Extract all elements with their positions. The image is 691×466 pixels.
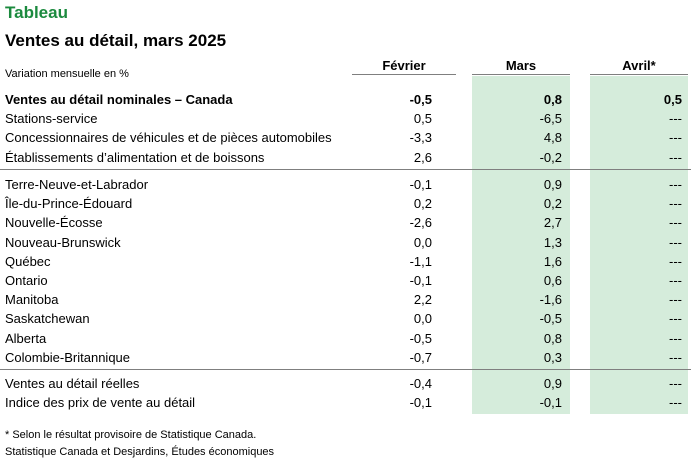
footnote: * Selon le résultat provisoire de Statis…: [5, 429, 257, 441]
row-label: Indice des prix de vente au détail: [5, 395, 196, 411]
row-label: Saskatchewan: [5, 311, 90, 327]
cell-avr: ---: [669, 292, 682, 308]
cell-fev: -0,4: [409, 376, 432, 391]
cell-avr: ---: [669, 196, 682, 212]
cell-mar: 1,6: [543, 253, 562, 269]
cell-mar: 0,9: [543, 177, 562, 192]
cell-avr: ---: [669, 215, 682, 231]
column-shade-mars: [472, 76, 570, 414]
row-label: Alberta: [5, 330, 47, 346]
cell-avr: ---: [669, 395, 682, 411]
cell-mar: 0,9: [543, 376, 562, 391]
cell-fev: -2,6: [409, 215, 432, 231]
cell-mar: -6,5: [539, 111, 562, 127]
source: Statistique Canada et Desjardins, Études…: [5, 446, 275, 458]
cell-avr: ---: [669, 234, 682, 250]
row-label: Manitoba: [5, 292, 59, 308]
table-row: Terre-Neuve-et-Labrador -0,1 0,9 ---: [0, 176, 691, 195]
header-underline-avril: [590, 74, 688, 75]
cell-fev: -0,1: [409, 395, 432, 411]
row-label: Colombie-Britannique: [5, 349, 131, 365]
cell-fev: 0,0: [413, 234, 432, 250]
table-row: Ontario -0,1 0,6 ---: [0, 272, 691, 291]
page-title: Ventes au détail, mars 2025: [5, 31, 227, 50]
table-row: Québec -1,1 1,6 ---: [0, 253, 691, 272]
table-row: Manitoba 2,2 -1,6 ---: [0, 291, 691, 310]
cell-mar: 0,2: [543, 196, 562, 212]
row-label: Concessionnaires de véhicules et de pièc…: [5, 130, 332, 146]
table-row: Établissements d’alimentation et de bois…: [0, 149, 691, 168]
cell-fev: -0,1: [409, 177, 432, 192]
table-row: Stations-service 0,5 -6,5 ---: [0, 110, 691, 129]
row-label: Stations-service: [5, 111, 98, 127]
cell-fev: -0,5: [409, 92, 432, 107]
table-subheader: Variation mensuelle en %: [5, 68, 129, 80]
table-row: Concessionnaires de véhicules et de pièc…: [0, 129, 691, 148]
header-underline-fevrier: [352, 74, 456, 75]
cell-fev: 0,0: [413, 311, 432, 327]
cell-fev: 2,6: [413, 149, 432, 165]
cell-avr: ---: [669, 177, 682, 192]
cell-mar: 0,6: [543, 273, 562, 288]
cell-avr: 0,5: [663, 92, 682, 107]
table-row: Nouvelle-Écosse -2,6 2,7 ---: [0, 214, 691, 233]
column-header-fevrier: Février: [382, 58, 426, 73]
cell-mar: 0,3: [543, 349, 562, 365]
cell-fev: 0,5: [413, 111, 432, 127]
cell-fev: 2,2: [413, 292, 432, 308]
cell-mar: 2,7: [543, 215, 562, 231]
cell-avr: ---: [669, 111, 682, 127]
table-row: Ventes au détail nominales – Canada -0,5 0…: [0, 91, 691, 110]
cell-avr: ---: [669, 311, 682, 327]
column-header-mars: Mars: [505, 58, 537, 73]
column-header-avril: Avril*: [622, 58, 656, 73]
cell-avr: ---: [669, 149, 682, 165]
cell-avr: ---: [669, 376, 682, 391]
cell-fev: -3,3: [409, 130, 432, 146]
cell-fev: -1,1: [409, 253, 432, 269]
table-row: Nouveau-Brunswick 0,0 1,3 ---: [0, 234, 691, 253]
row-label: Île-du-Prince-Édouard: [5, 196, 133, 212]
cell-mar: -1,6: [539, 292, 562, 308]
row-label: Ventes au détail réelles: [5, 376, 140, 391]
group-separator: [0, 369, 691, 370]
table-row: Ventes au détail réelles -0,4 0,9 ---: [0, 375, 691, 394]
table-row: Indice des prix de vente au détail -0,1 -0…: [0, 394, 691, 413]
table-tag: Tableau: [5, 3, 68, 22]
cell-avr: ---: [669, 130, 682, 146]
cell-mar: -0,5: [539, 311, 562, 327]
cell-fev: 0,2: [413, 196, 432, 212]
cell-mar: 0,8: [543, 330, 562, 346]
row-label: Terre-Neuve-et-Labrador: [5, 177, 149, 192]
row-label: Établissements d’alimentation et de bois…: [5, 149, 265, 165]
group-separator: [0, 169, 691, 170]
column-shade-avril: [590, 76, 688, 414]
cell-mar: 4,8: [543, 130, 562, 146]
table-row: Alberta -0,5 0,8 ---: [0, 330, 691, 349]
table-row: Colombie-Britannique -0,7 0,3 ---: [0, 349, 691, 368]
table-row: Saskatchewan 0,0 -0,5 ---: [0, 310, 691, 329]
table-row: Île-du-Prince-Édouard 0,2 0,2 ---: [0, 195, 691, 214]
cell-mar: 1,3: [543, 234, 562, 250]
row-label: Nouveau-Brunswick: [5, 234, 121, 250]
row-label: Québec: [5, 253, 51, 269]
cell-mar: 0,8: [543, 92, 562, 107]
cell-mar: -0,1: [539, 395, 562, 411]
cell-mar: -0,2: [539, 149, 562, 165]
cell-fev: -0,7: [409, 349, 432, 365]
row-label: Ventes au détail nominales – Canada: [5, 92, 233, 107]
row-label: Ontario: [5, 273, 48, 288]
cell-avr: ---: [669, 273, 682, 288]
cell-fev: -0,5: [409, 330, 432, 346]
cell-fev: -0,1: [409, 273, 432, 288]
header-underline-mars: [472, 74, 570, 75]
row-label: Nouvelle-Écosse: [5, 215, 103, 231]
cell-avr: ---: [669, 253, 682, 269]
cell-avr: ---: [669, 330, 682, 346]
cell-avr: ---: [669, 349, 682, 365]
